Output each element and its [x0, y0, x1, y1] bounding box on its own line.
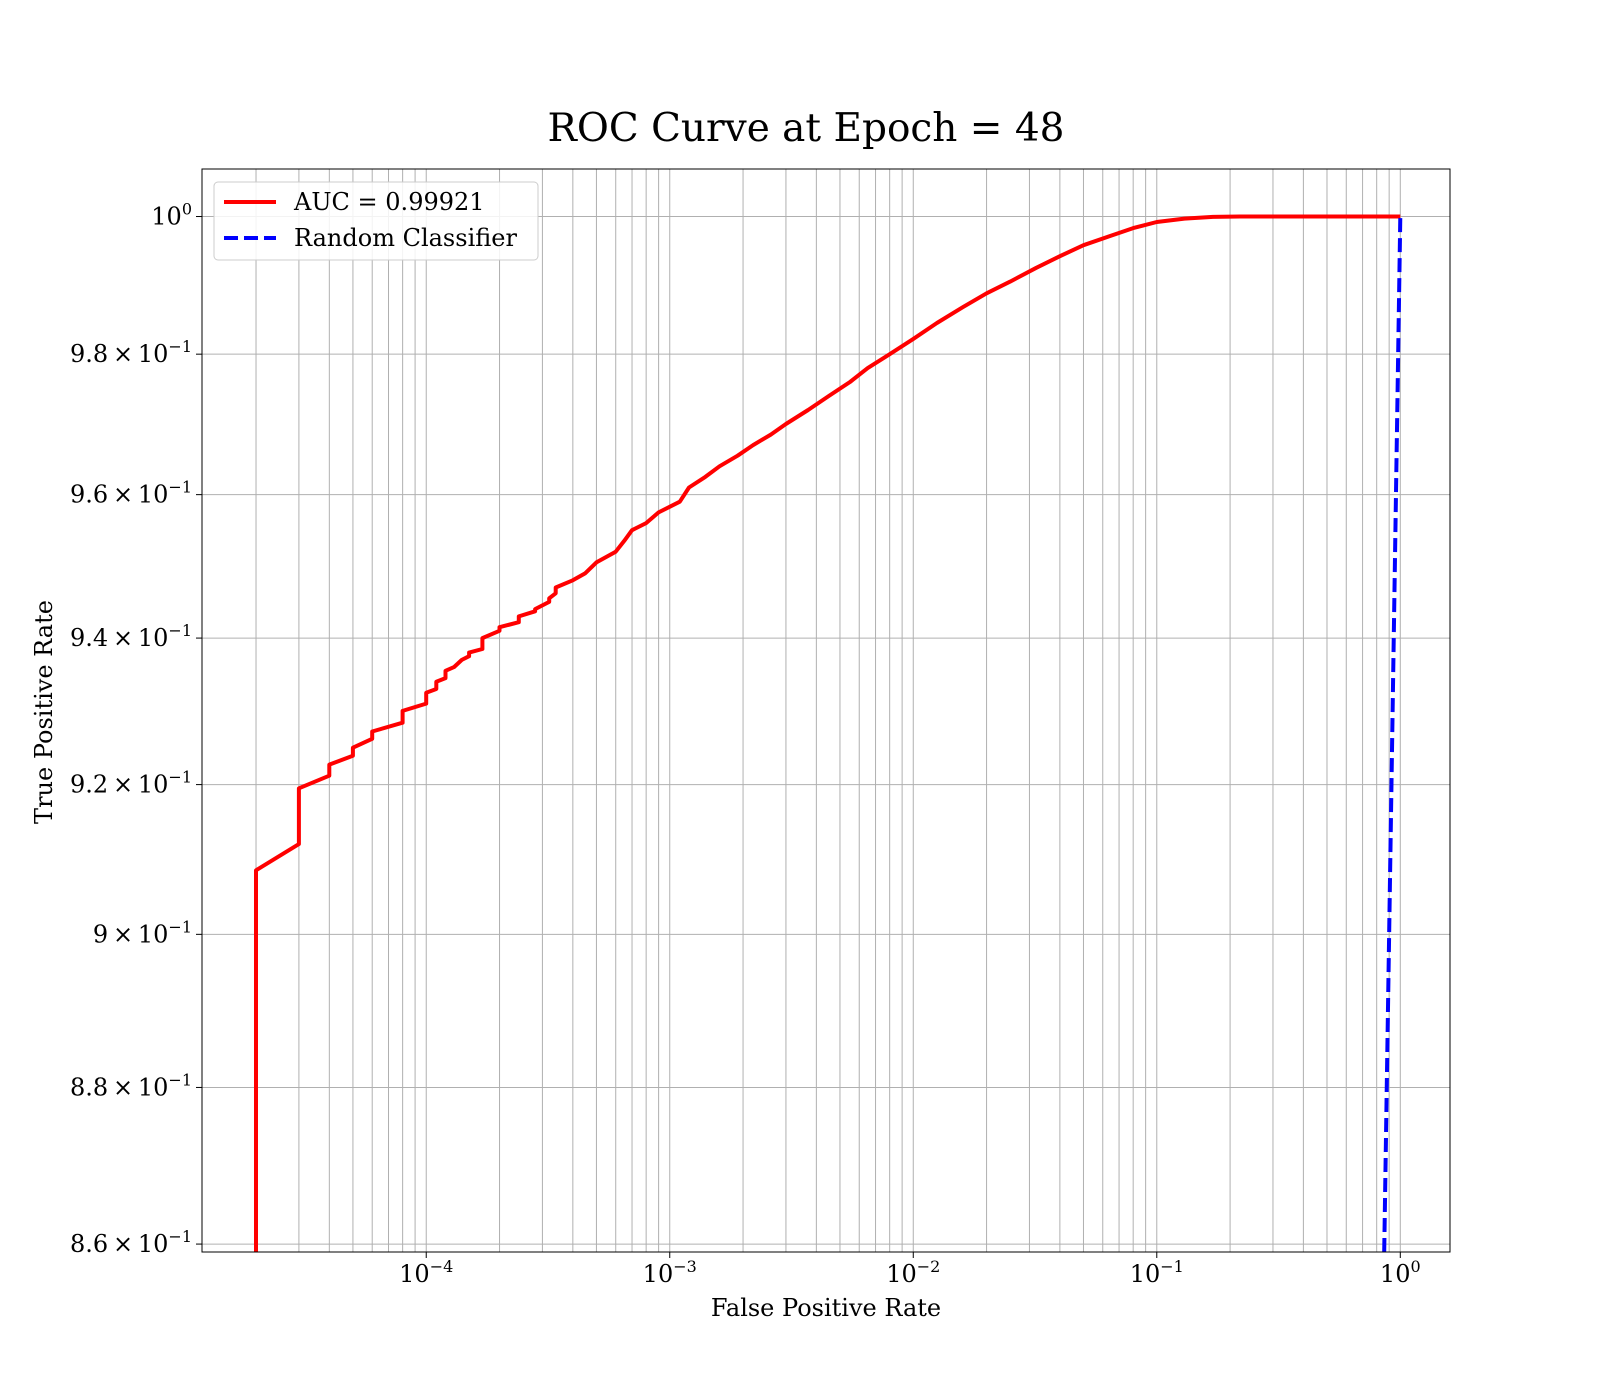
y-tick-base: 10	[151, 203, 182, 231]
x-tick-exponent: −3	[673, 1257, 697, 1276]
y-tick-label: 8.8 × 10−1	[70, 1070, 192, 1101]
legend: AUC = 0.99921 Random Classifier	[213, 181, 539, 261]
x-tick-exponent: −1	[1160, 1257, 1184, 1276]
y-tick-mantissa: 8.8 ×	[70, 1073, 138, 1101]
x-tick-label: 100	[1380, 1257, 1421, 1288]
x-tick-label: 10−4	[399, 1257, 453, 1288]
y-tick-base: 10	[138, 920, 169, 948]
y-tick-exponent: 0	[182, 200, 192, 219]
x-axis-label: False Positive Rate	[711, 1294, 941, 1322]
y-tick-exponent: −1	[168, 768, 192, 787]
y-tick-base: 10	[138, 481, 169, 509]
y-tick-mantissa: 9 ×	[93, 920, 138, 948]
x-tick-exponent: −4	[430, 1257, 454, 1276]
y-tick-label: 9.8 × 10−1	[70, 337, 192, 368]
y-tick-mantissa: 9.2 ×	[70, 771, 138, 799]
x-tick-base: 10	[1380, 1260, 1411, 1288]
y-tick-label: 9.2 × 10−1	[70, 768, 192, 799]
x-tick-base: 10	[399, 1260, 430, 1288]
y-tick-base: 10	[138, 340, 169, 368]
y-tick-exponent: −1	[168, 337, 192, 356]
legend-label-2: Random Classifier	[294, 224, 517, 252]
y-tick-mantissa: 8.6 ×	[70, 1230, 138, 1258]
x-tick-label: 10−3	[643, 1257, 697, 1288]
y-tick-base: 10	[138, 771, 169, 799]
plot-frame	[201, 168, 1451, 1253]
y-tick-exponent: −1	[168, 917, 192, 936]
x-tick-base: 10	[886, 1260, 917, 1288]
y-tick-exponent: −1	[168, 478, 192, 497]
y-tick-mantissa: 9.4 ×	[70, 624, 138, 652]
y-tick-exponent: −1	[168, 621, 192, 640]
x-axis-ticks: 10−4 10−3 10−2 10−1 100	[399, 1252, 1421, 1288]
legend-label-1: AUC = 0.99921	[293, 188, 485, 216]
series-line-2	[1382, 216, 1403, 1253]
x-tick-label: 10−1	[1130, 1257, 1184, 1288]
legend-box	[213, 181, 539, 261]
y-tick-exponent: −1	[168, 1070, 192, 1089]
x-tick-base: 10	[1130, 1260, 1161, 1288]
y-tick-label: 9.6 × 10−1	[70, 478, 192, 509]
y-tick-base: 10	[138, 1073, 169, 1101]
y-tick-label: 9.4 × 10−1	[70, 621, 192, 652]
y-tick-base: 10	[138, 1230, 169, 1258]
x-tick-label: 10−2	[886, 1257, 940, 1288]
chart-title: ROC Curve at Epoch = 48	[548, 106, 1065, 151]
grid-lines	[202, 169, 1450, 1252]
x-tick-exponent: 0	[1410, 1257, 1420, 1276]
y-tick-label: 9 × 10−1	[93, 917, 192, 948]
x-tick-base: 10	[643, 1260, 674, 1288]
y-tick-label: 100	[151, 200, 192, 231]
y-axis-label: True Positive Rate	[30, 600, 58, 824]
y-tick-mantissa: 9.6 ×	[70, 481, 138, 509]
y-tick-mantissa: 9.8 ×	[70, 340, 138, 368]
y-tick-label: 8.6 × 10−1	[70, 1227, 192, 1258]
y-tick-base: 10	[138, 624, 169, 652]
x-tick-exponent: −2	[917, 1257, 941, 1276]
y-tick-exponent: −1	[168, 1227, 192, 1246]
series-layer	[254, 214, 1403, 1253]
series-line-1	[254, 214, 1401, 1252]
